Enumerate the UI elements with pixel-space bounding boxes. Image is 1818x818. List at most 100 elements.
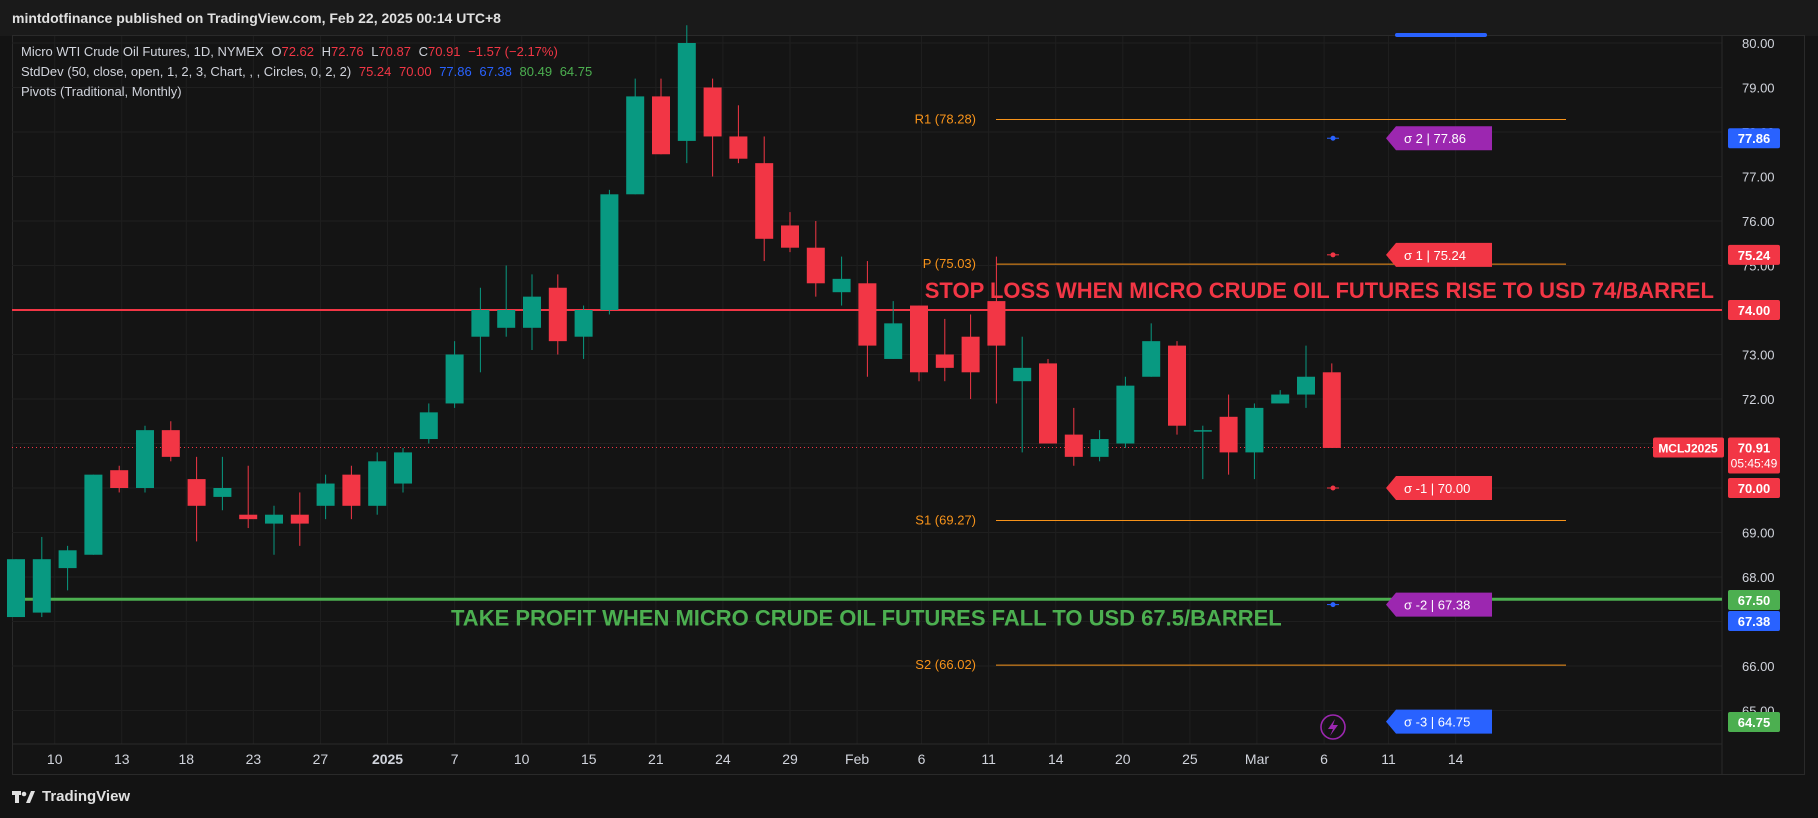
lightning-icon: [1328, 719, 1338, 736]
y-axis-tick-label: 72.00: [1742, 392, 1775, 407]
candle-up[interactable]: [1116, 385, 1135, 444]
footer-brand[interactable]: TradingView: [12, 788, 130, 805]
candle-down[interactable]: [806, 247, 825, 284]
price-tag-label: 67.38: [1738, 614, 1771, 629]
legend-symbol[interactable]: Micro WTI Crude Oil Futures, 1D, NYMEX: [21, 44, 264, 59]
candle-up[interactable]: [394, 452, 412, 484]
sigma-tag-label: σ -2 | 67.38: [1404, 598, 1470, 613]
y-axis-tick-label: 77.00: [1742, 170, 1775, 185]
candle-down[interactable]: [910, 305, 928, 373]
price-tag-label: 67.50: [1738, 593, 1771, 608]
candle-up[interactable]: [1090, 439, 1109, 457]
candle-up[interactable]: [574, 310, 593, 337]
stddev-label[interactable]: StdDev (50, close, open, 1, 2, 3, Chart,…: [21, 64, 352, 79]
candle-up[interactable]: [419, 412, 438, 440]
x-axis-tick-label: 14: [1448, 751, 1464, 767]
close-label: C: [418, 44, 428, 59]
candle-up[interactable]: [1245, 407, 1264, 453]
candle-down[interactable]: [342, 474, 361, 506]
candle-down[interactable]: [652, 96, 670, 155]
price-tag: [1728, 128, 1780, 149]
sigma-tag[interactable]: [1386, 709, 1492, 734]
legend-stddev-row: StdDev (50, close, open, 1, 2, 3, Chart,…: [21, 64, 596, 79]
candle-up[interactable]: [884, 323, 903, 359]
sigma-tag[interactable]: [1386, 242, 1492, 267]
stop-loss-annotation[interactable]: STOP LOSS WHEN MICRO CRUDE OIL FUTURES R…: [925, 278, 1714, 303]
candle-down[interactable]: [935, 354, 954, 368]
sigma-marker-dot: [1330, 485, 1336, 491]
change-value: −1.57 (−2.17%): [468, 44, 558, 59]
low-label: L: [371, 44, 379, 59]
candle-up[interactable]: [677, 43, 696, 141]
candle-down[interactable]: [729, 136, 748, 159]
candle-down[interactable]: [858, 283, 877, 346]
candle-down[interactable]: [548, 287, 567, 342]
symbol-tag-label: MCLJ2025: [1658, 442, 1718, 456]
candle-down[interactable]: [1322, 372, 1341, 448]
candle-up[interactable]: [600, 194, 619, 310]
price-tag-label: 64.75: [1738, 715, 1771, 730]
stddev-value-6: 64.75: [559, 64, 593, 79]
candle-down[interactable]: [1168, 345, 1186, 426]
candle-up[interactable]: [368, 461, 387, 506]
y-axis-tick-label: 69.00: [1742, 526, 1775, 541]
candle-down[interactable]: [1039, 363, 1057, 444]
x-axis-tick-label: 11: [1381, 751, 1396, 767]
candle-down[interactable]: [781, 225, 799, 248]
candle-down[interactable]: [961, 336, 980, 373]
x-axis-tick-label: 18: [178, 751, 194, 767]
pivot-label-r1: R1 (78.28): [915, 112, 976, 127]
candle-up[interactable]: [136, 430, 154, 488]
take-profit-annotation[interactable]: TAKE PROFIT WHEN MICRO CRUDE OIL FUTURES…: [451, 605, 1282, 630]
candle-up[interactable]: [32, 559, 51, 613]
y-axis-tick-label: 68.00: [1742, 570, 1775, 585]
candle-up[interactable]: [1193, 430, 1212, 432]
candle-down[interactable]: [239, 514, 258, 520]
x-axis-tick-label: 29: [782, 751, 798, 767]
candle-up[interactable]: [265, 514, 283, 524]
candle-up[interactable]: [1142, 341, 1161, 377]
candle-up[interactable]: [497, 310, 516, 328]
price-tag: [1728, 611, 1780, 631]
pivots-label[interactable]: Pivots (Traditional, Monthly): [21, 84, 182, 99]
sigma-3-upper-marker: [1395, 33, 1487, 37]
chart-frame[interactable]: [12, 35, 1805, 775]
candle-up[interactable]: [471, 310, 490, 337]
sigma-tag[interactable]: [1386, 476, 1492, 500]
sigma-tag[interactable]: [1386, 126, 1492, 151]
price-tag: [1728, 437, 1780, 474]
price-tag: [1728, 300, 1780, 320]
candle-down[interactable]: [187, 479, 206, 506]
candle-up[interactable]: [1271, 394, 1290, 404]
candle-down[interactable]: [1219, 416, 1238, 453]
y-axis-tick-label: 80.00: [1742, 36, 1775, 51]
sigma-tag-label: σ 2 | 77.86: [1404, 131, 1466, 146]
candle-up[interactable]: [445, 354, 464, 404]
stddev-value-1: 75.24: [358, 64, 392, 79]
candle-down[interactable]: [290, 514, 309, 524]
candle-up[interactable]: [213, 488, 232, 497]
candle-up[interactable]: [1297, 376, 1315, 395]
candle-down[interactable]: [110, 470, 129, 488]
candle-up[interactable]: [626, 96, 645, 195]
candle-up[interactable]: [1013, 367, 1032, 382]
candle-up[interactable]: [84, 474, 103, 555]
candle-down[interactable]: [161, 430, 180, 457]
stddev-value-4: 67.38: [479, 64, 512, 79]
candle-up[interactable]: [316, 483, 335, 506]
candle-up[interactable]: [832, 278, 851, 293]
candle-up[interactable]: [7, 559, 25, 618]
candle-down[interactable]: [987, 301, 1006, 346]
candle-down[interactable]: [1064, 434, 1083, 457]
candle-down[interactable]: [703, 87, 722, 137]
x-axis-tick-label: 13: [114, 751, 130, 767]
sigma-tag[interactable]: [1386, 592, 1492, 617]
tradingview-logo-icon: [12, 790, 35, 803]
x-axis-tick-label: 6: [1320, 751, 1328, 767]
candle-up[interactable]: [58, 550, 77, 569]
alert-icon[interactable]: [1320, 714, 1346, 740]
price-tag: [1728, 590, 1780, 610]
candle-up[interactable]: [523, 296, 541, 328]
candle-down[interactable]: [755, 163, 774, 239]
